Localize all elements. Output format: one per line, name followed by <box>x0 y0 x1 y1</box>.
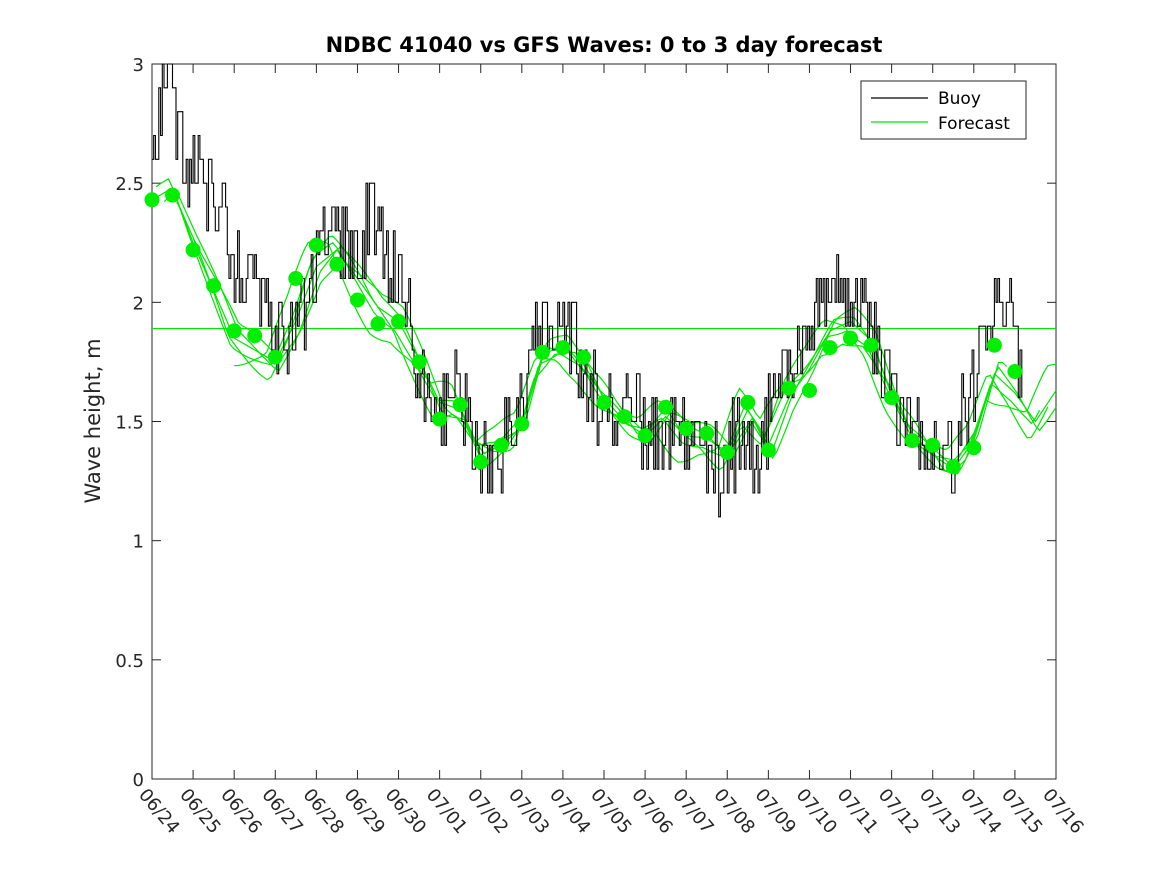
legend: Buoy Forecast <box>860 80 1027 140</box>
forecast-marker <box>288 271 304 286</box>
forecast-marker <box>493 437 509 453</box>
y-tick-label: 2 <box>133 293 144 314</box>
y-tick-label: 1.5 <box>115 413 144 434</box>
y-tick-label: 0 <box>133 770 144 791</box>
forecast-marker <box>165 187 180 203</box>
forecast-marker <box>822 340 838 356</box>
forecast-marker <box>884 390 900 406</box>
forecast-marker <box>617 409 632 425</box>
forecast-marker <box>966 440 982 456</box>
legend-entry-forecast: Forecast <box>938 114 1010 134</box>
forecast-marker <box>144 192 160 208</box>
forecast-marker <box>411 354 427 370</box>
forecast-marker <box>534 344 550 360</box>
forecast-marker <box>925 437 941 453</box>
legend-box <box>860 80 1027 140</box>
forecast-marker <box>473 454 489 470</box>
forecast-marker <box>945 459 961 475</box>
forecast-marker <box>206 278 222 294</box>
forecast-marker <box>391 313 406 329</box>
forecast-marker <box>637 428 653 444</box>
forecast-marker <box>1007 364 1023 379</box>
forecast-marker <box>555 340 571 356</box>
forecast-marker <box>658 399 674 415</box>
forecast-marker <box>267 349 283 365</box>
forecast-marker <box>802 383 817 398</box>
forecast-marker <box>740 394 756 410</box>
forecast-series-line <box>176 201 1008 475</box>
forecast-marker <box>576 349 591 365</box>
forecast-marker <box>185 242 201 258</box>
forecast-marker <box>863 337 879 353</box>
forecast-marker <box>699 425 715 441</box>
forecast-marker <box>678 421 694 437</box>
y-tick-label: 2.5 <box>115 174 144 195</box>
plot-area: 00.511.522.5306/2406/2506/2606/2706/2806… <box>115 55 1087 838</box>
forecast-marker <box>781 380 797 396</box>
forecast-marker <box>514 416 530 432</box>
forecast-marker <box>350 292 365 308</box>
forecast-marker <box>452 397 468 413</box>
forecast-marker <box>247 328 263 344</box>
forecast-marker <box>432 411 448 427</box>
y-tick-label: 3 <box>133 55 144 76</box>
forecast-marker <box>760 442 776 458</box>
forecast-marker <box>596 394 612 410</box>
y-tick-label: 0.5 <box>115 651 144 672</box>
forecast-marker <box>308 237 324 253</box>
legend-entry-buoy: Buoy <box>938 89 981 109</box>
forecast-marker <box>719 445 735 460</box>
forecast-marker <box>986 337 1002 353</box>
forecast-marker <box>329 256 345 272</box>
y-axis-label: Wave height, m <box>81 338 105 503</box>
forecast-marker <box>904 433 920 449</box>
chart-title: NDBC 41040 vs GFS Waves: 0 to 3 day fore… <box>326 33 883 57</box>
forecast-marker <box>843 330 858 346</box>
forecast-marker <box>226 323 242 339</box>
forecast-marker <box>370 316 386 332</box>
y-tick-label: 1 <box>133 532 144 553</box>
